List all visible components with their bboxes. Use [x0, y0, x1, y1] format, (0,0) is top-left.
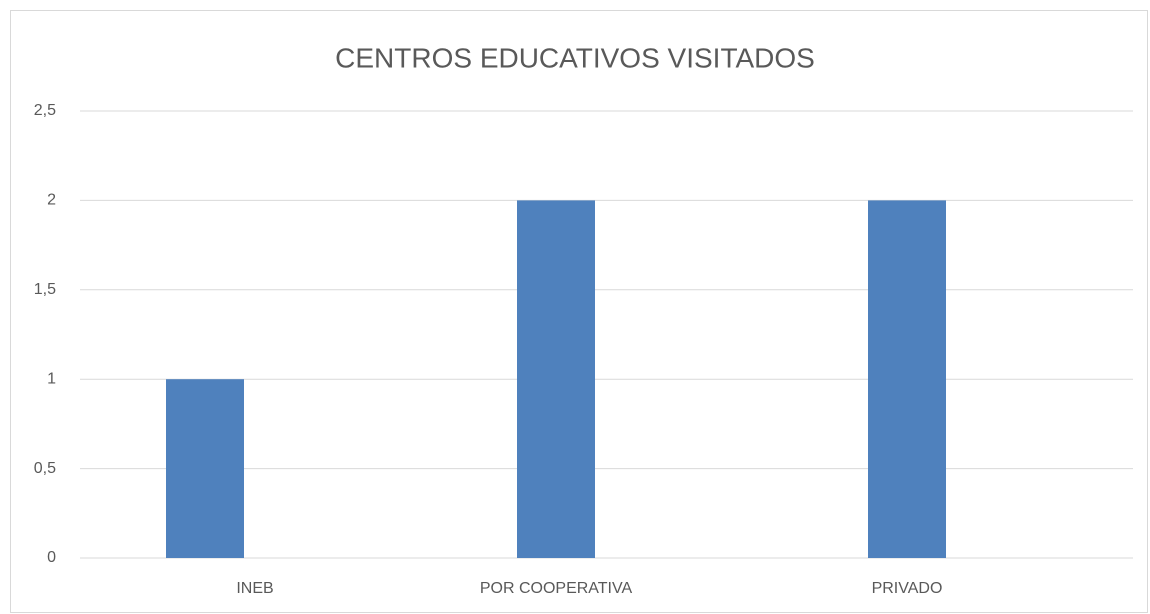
y-tick-label: 0 [47, 549, 56, 566]
y-tick-label: 0,5 [34, 460, 56, 477]
bar [868, 200, 946, 558]
x-tick-label: PRIVADO [872, 580, 943, 597]
x-tick-label: INEB [236, 580, 273, 597]
y-tick-label: 1,5 [34, 281, 56, 298]
y-tick-label: 2 [47, 192, 56, 209]
bar [166, 379, 244, 558]
y-tick-label: 2,5 [34, 102, 56, 119]
chart-title: CENTROS EDUCATIVOS VISITADOS [335, 42, 815, 73]
bar [517, 200, 595, 558]
y-tick-label: 1 [47, 370, 56, 387]
x-tick-label: POR COOPERATIVA [480, 580, 633, 597]
